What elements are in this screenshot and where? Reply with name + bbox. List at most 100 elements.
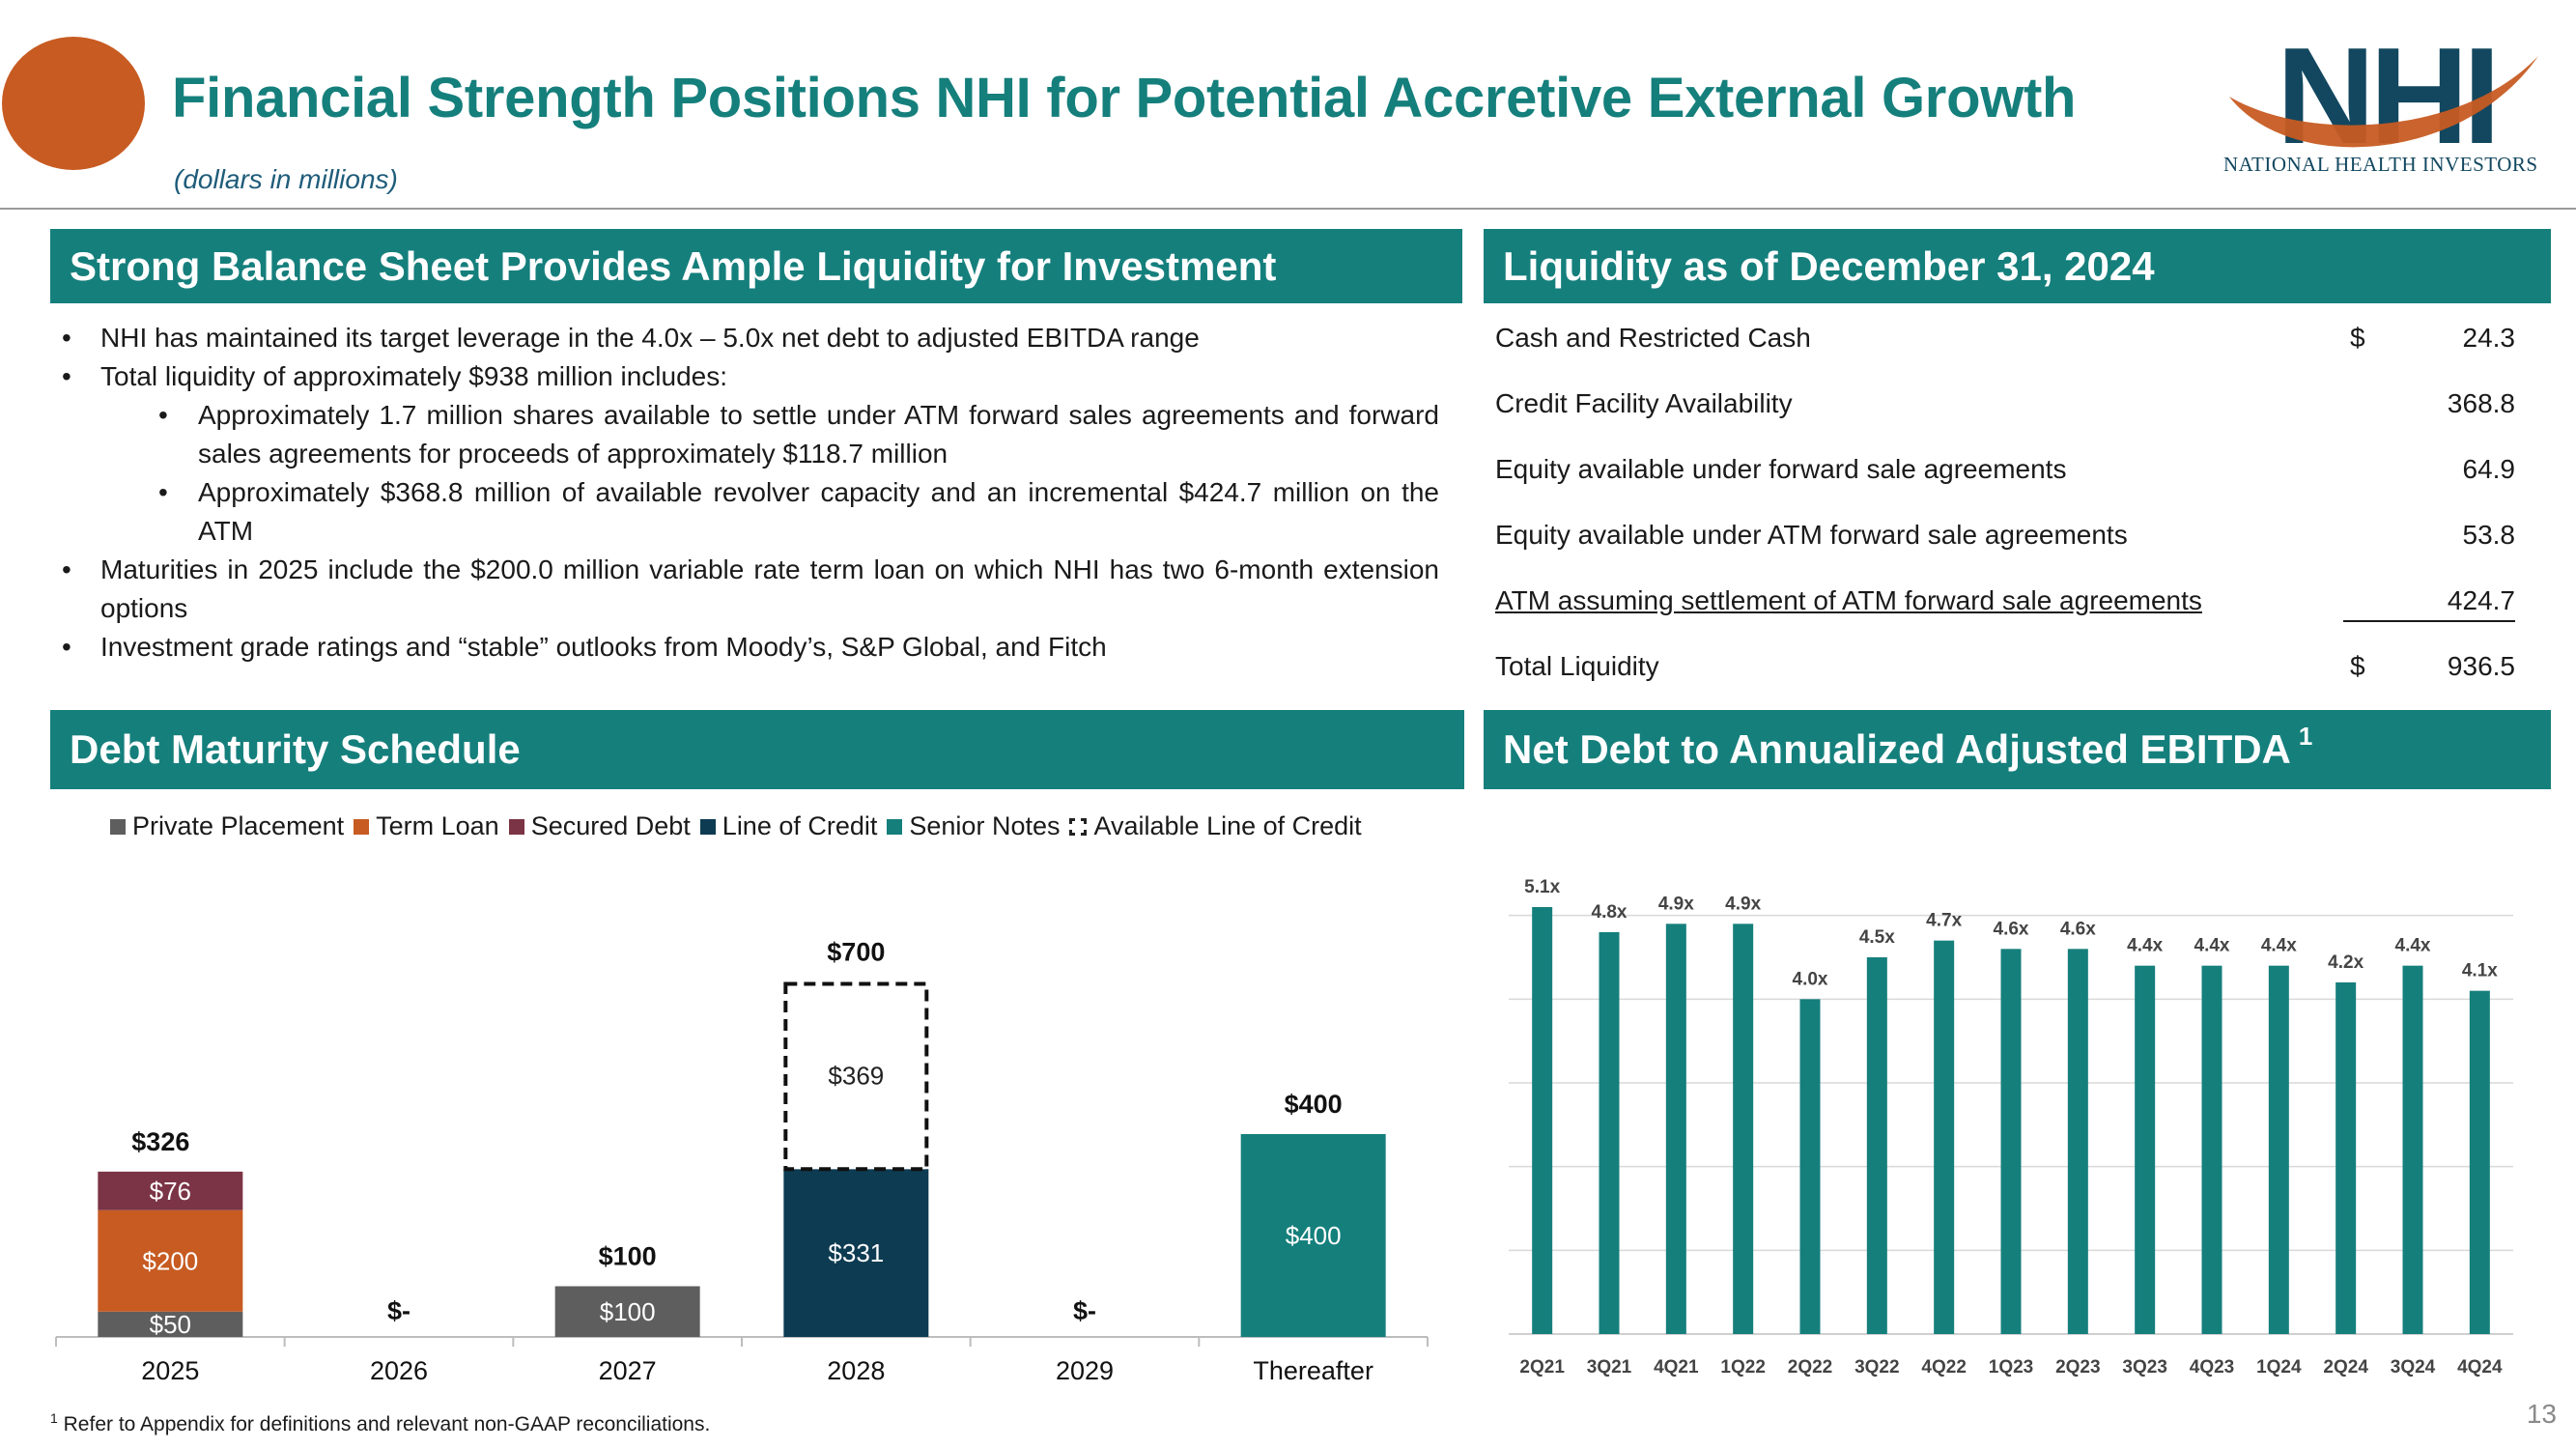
legend-swatch xyxy=(887,818,903,835)
ebitda-bar xyxy=(2268,965,2289,1334)
liquidity-value: 368.8 xyxy=(2447,388,2515,418)
ebitda-bar xyxy=(2402,965,2423,1334)
footnote-mark: 1 xyxy=(50,1410,58,1426)
heading-footnote-mark: 1 xyxy=(2298,721,2313,751)
bar-total-label: $100 xyxy=(599,1242,657,1271)
x-tick-label: 2Q24 xyxy=(2323,1357,2368,1378)
footnote-text: Refer to Appendix for definitions and re… xyxy=(63,1413,711,1435)
footnote: 1 Refer to Appendix for definitions and … xyxy=(50,1410,710,1436)
liquidity-label: Cash and Restricted Cash xyxy=(1495,323,1811,353)
liquidity-row: Equity available under forward sale agre… xyxy=(1495,450,2515,516)
segment-value-label: $100 xyxy=(600,1297,656,1326)
debt-maturity-heading: Debt Maturity Schedule xyxy=(50,710,1464,789)
ebitda-bar xyxy=(1799,999,1821,1334)
legend-label: Private Placement xyxy=(132,811,345,840)
header-divider xyxy=(0,208,2576,210)
legend-label: Secured Debt xyxy=(530,811,691,840)
ebitda-bar xyxy=(1934,940,1955,1334)
page-title: Financial Strength Positions NHI for Pot… xyxy=(172,67,2077,129)
liquidity-row: Total Liquidity $ 936.5 xyxy=(1495,647,2515,713)
ebitda-bar xyxy=(2469,990,2490,1334)
liquidity-table: Cash and Restricted Cash $ 24.3 Credit F… xyxy=(1495,319,2515,713)
bar-total-label: $- xyxy=(387,1296,410,1325)
x-tick-label: Thereafter xyxy=(1253,1356,1373,1385)
bar-segment xyxy=(98,1209,243,1312)
bar-total-label: $700 xyxy=(827,938,885,967)
bar-total-label: $400 xyxy=(1285,1090,1343,1119)
bar-value-label: 4.1x xyxy=(2462,961,2498,981)
bar-value-label: 4.0x xyxy=(1793,969,1828,989)
legend-item: Private Placement xyxy=(110,811,344,841)
ebitda-bar xyxy=(2135,965,2156,1334)
page-number: 13 xyxy=(2526,1399,2557,1429)
legend-swatch xyxy=(354,818,370,835)
x-tick-label: 2027 xyxy=(599,1356,657,1385)
bar-segment xyxy=(783,1169,929,1337)
orange-circle-decoration xyxy=(2,37,145,170)
bar-value-label: 4.7x xyxy=(1926,911,1962,931)
liquidity-currency: $ xyxy=(2350,323,2365,353)
liquidity-value: 64.9 xyxy=(2462,454,2516,484)
liquidity-row: Equity available under ATM forward sale … xyxy=(1495,516,2515,582)
liquidity-heading: Liquidity as of December 31, 2024 xyxy=(1484,229,2551,303)
legend-item: Line of Credit xyxy=(699,811,877,841)
debt-chart-legend: Private Placement Term Loan Secured Debt… xyxy=(110,811,1372,841)
net-debt-ebitda-chart: 5.1x 2Q21 4.8x 3Q21 4.9x 4Q21 4.9x 1Q22 4.0x 2Q22… xyxy=(1509,877,2513,1378)
liquidity-value: 24.3 xyxy=(2462,323,2516,353)
page-subtitle: (dollars in millions) xyxy=(174,164,398,194)
ebitda-bar xyxy=(2201,965,2222,1334)
legend-item: Senior Notes xyxy=(887,811,1060,841)
segment-value-label: $200 xyxy=(142,1246,198,1275)
legend-label: Term Loan xyxy=(376,811,499,840)
segment-value-label: $369 xyxy=(828,1061,884,1090)
bar-value-label: 4.9x xyxy=(1658,894,1694,914)
bar-value-label: 4.6x xyxy=(2060,919,2096,939)
net-debt-ebitda-heading: Net Debt to Annualized Adjusted EBITDA 1 xyxy=(1484,710,2551,789)
liquidity-currency: $ xyxy=(2350,651,2365,681)
x-tick-label: 2026 xyxy=(370,1356,428,1385)
liquidity-value: 424.7 xyxy=(2447,585,2515,615)
bar-value-label: 4.6x xyxy=(1994,919,2029,939)
debt-maturity-chart: $50 $200 $76 $326 2025 $- 2026 $100 $100 2027 $331… xyxy=(55,938,1429,1385)
x-tick-label: 3Q21 xyxy=(1587,1357,1632,1378)
x-tick-label: 1Q23 xyxy=(1989,1357,2033,1378)
x-tick-label: 1Q22 xyxy=(1720,1357,1765,1378)
logo-swoosh xyxy=(2229,56,2538,148)
segment-value-label: $76 xyxy=(150,1177,191,1206)
ebitda-bar xyxy=(2067,949,2088,1334)
nhi-logo: NHI xyxy=(2229,29,2538,173)
ebitda-bar xyxy=(1866,957,1887,1334)
liquidity-label: ATM assuming settlement of ATM forward s… xyxy=(1495,585,2202,615)
liquidity-label: Equity available under ATM forward sale … xyxy=(1495,520,2128,550)
legend-label: Available Line of Credit xyxy=(1093,811,1362,840)
x-tick-label: 2028 xyxy=(827,1356,885,1385)
legend-item: Available Line of Credit xyxy=(1069,811,1362,841)
liquidity-label: Total Liquidity xyxy=(1495,651,1659,681)
liquidity-value: 936.5 xyxy=(2447,651,2515,681)
liquidity-heading-text: Liquidity as of December 31, 2024 xyxy=(1503,242,2155,289)
bar-segment xyxy=(98,1171,243,1210)
x-tick-label: 3Q22 xyxy=(1854,1357,1899,1378)
bullet-item: Investment grade ratings and “stable” ou… xyxy=(58,628,1439,667)
bar-value-label: 4.8x xyxy=(1592,902,1628,923)
bullet-item: Total liquidity of approximately $938 mi… xyxy=(58,357,1439,396)
bar-segment xyxy=(98,1311,243,1337)
sub-bullet-item: Approximately 1.7 million shares availab… xyxy=(58,396,1439,473)
legend-swatch-dashed xyxy=(1069,817,1088,836)
bar-total-label: $- xyxy=(1073,1296,1096,1325)
x-tick-label: 3Q24 xyxy=(2391,1357,2436,1378)
x-tick-label: 1Q24 xyxy=(2256,1357,2302,1378)
legend-item: Secured Debt xyxy=(508,811,691,841)
ebitda-bar xyxy=(1532,907,1553,1334)
ebitda-bar xyxy=(2335,982,2357,1334)
bar-segment xyxy=(1240,1134,1386,1337)
ebitda-bar xyxy=(1599,932,1620,1334)
bullet-item: Maturities in 2025 include the $200.0 mi… xyxy=(58,551,1439,628)
x-tick-label: 3Q23 xyxy=(2122,1357,2166,1378)
balance-sheet-heading-text: Strong Balance Sheet Provides Ample Liqu… xyxy=(70,242,1277,289)
logo-caption: NATIONAL HEALTH INVESTORS xyxy=(2223,153,2538,176)
balance-sheet-bullets: NHI has maintained its target leverage i… xyxy=(58,319,1439,667)
debt-maturity-heading-text: Debt Maturity Schedule xyxy=(70,726,521,772)
bar-value-label: 4.4x xyxy=(2127,936,2163,956)
logo-letters: NHI xyxy=(2277,29,2496,173)
